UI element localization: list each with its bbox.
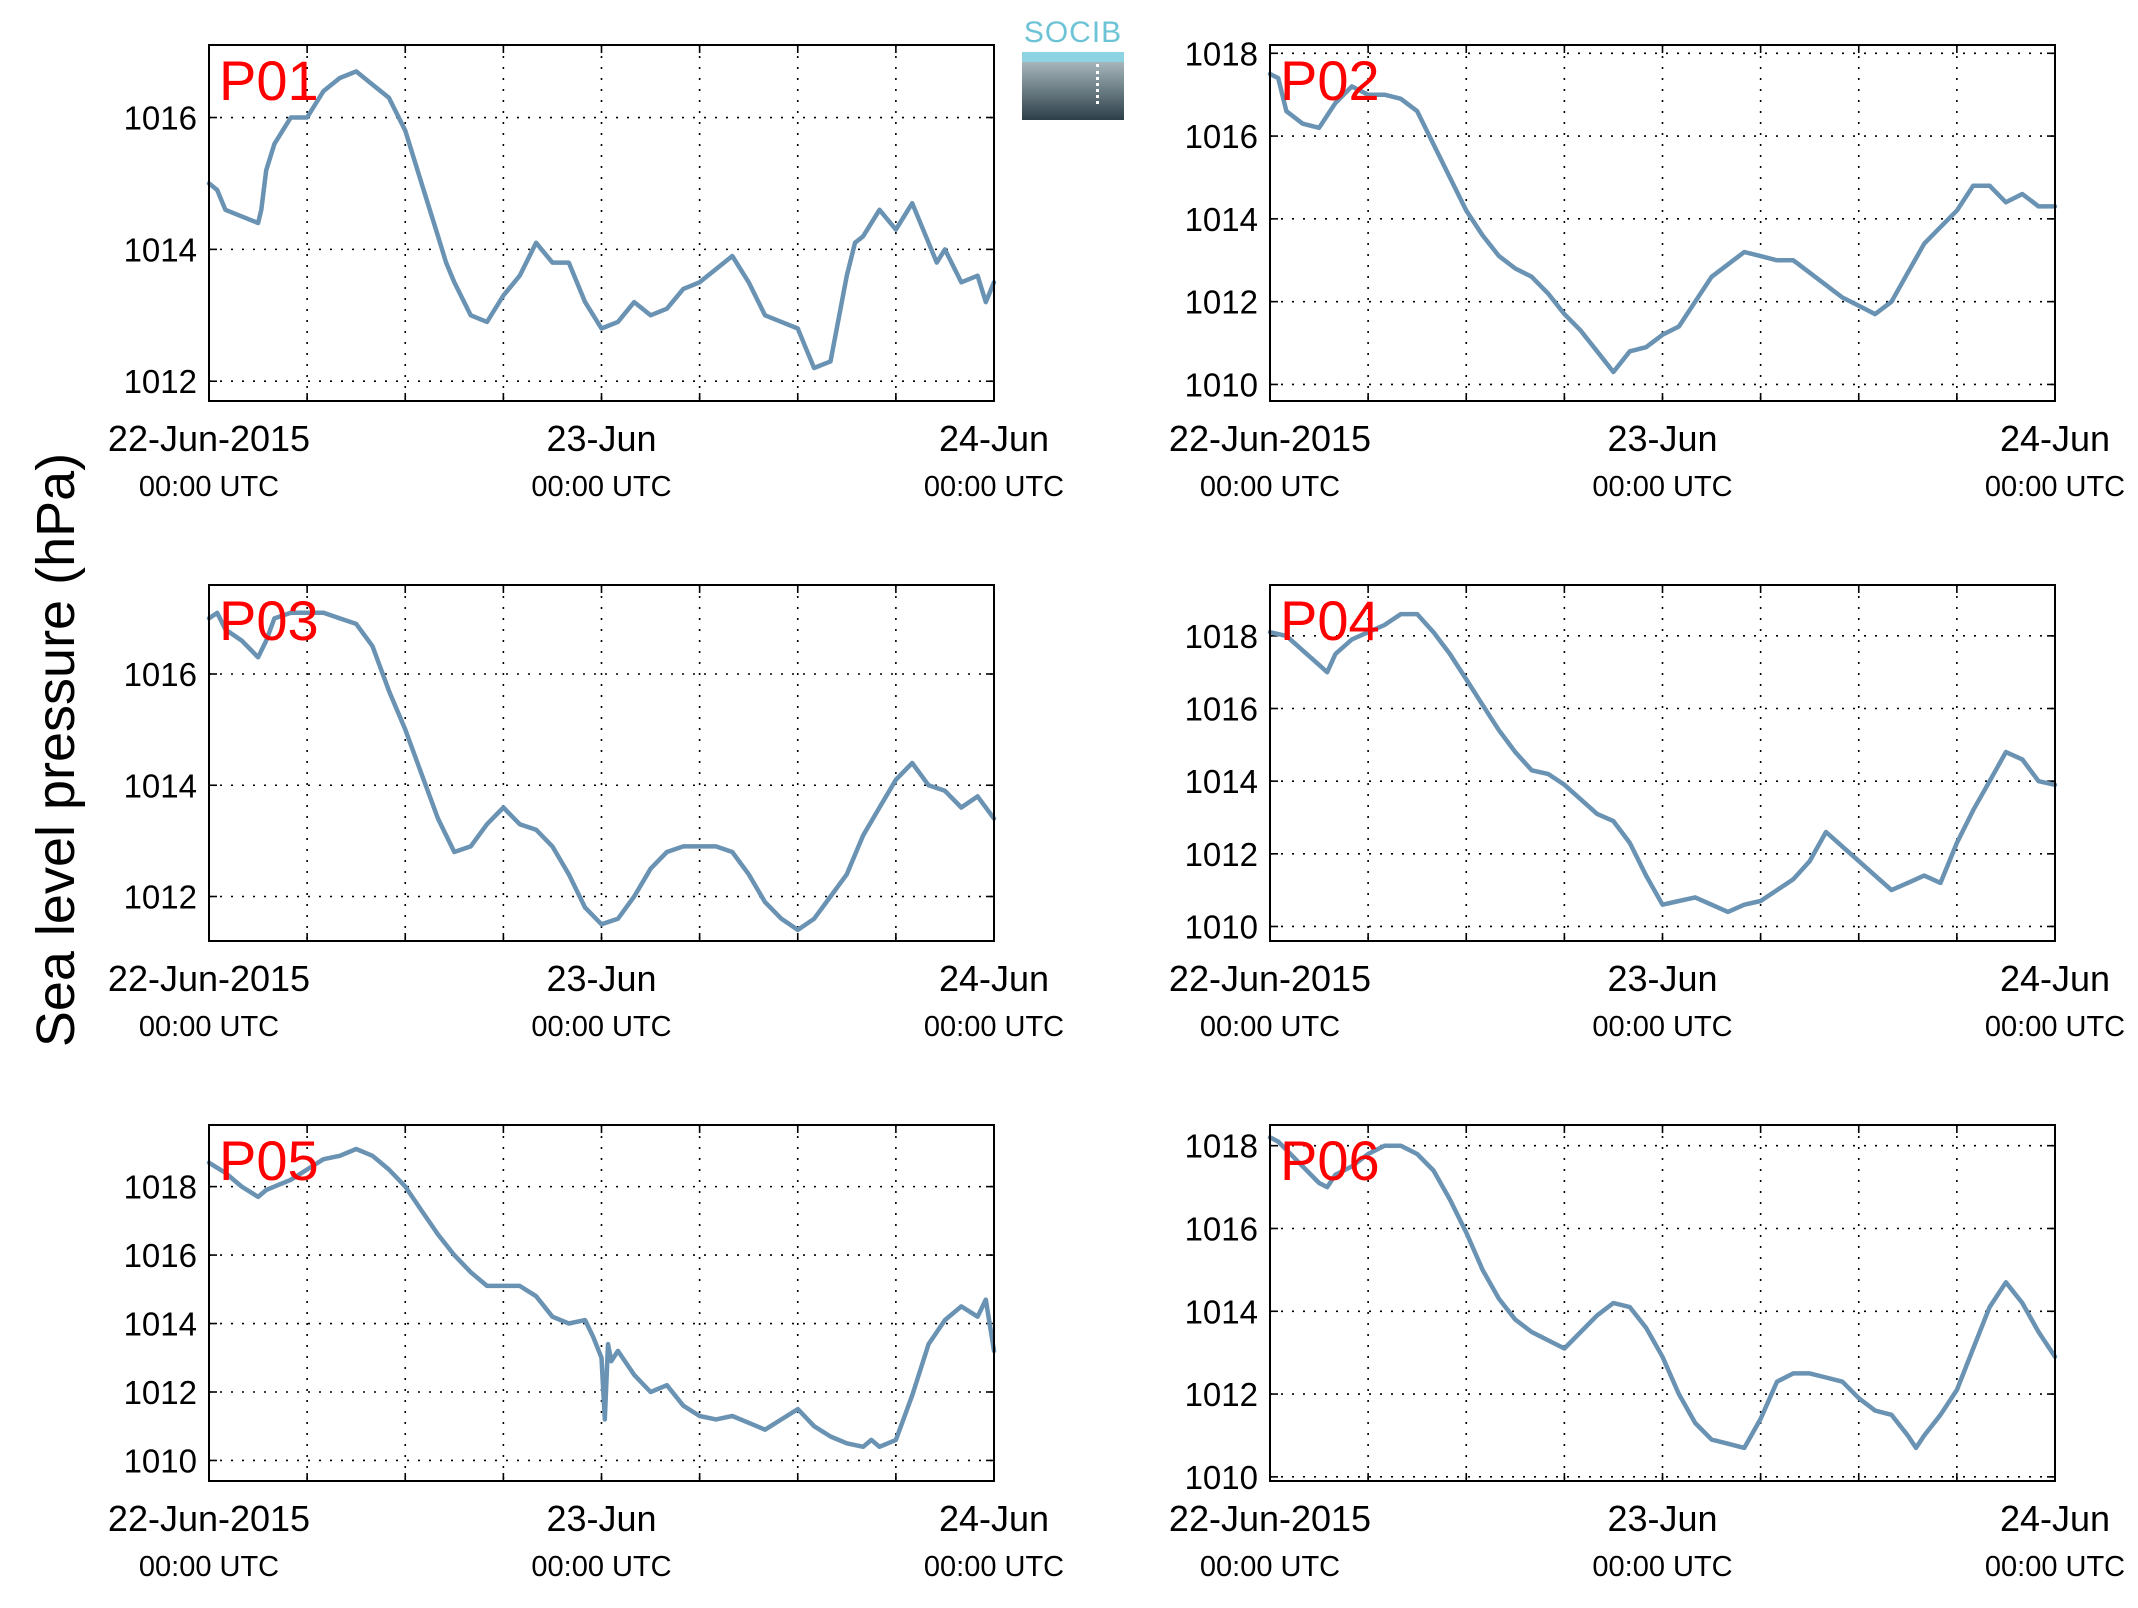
y-tick-label: 1010 bbox=[124, 1442, 197, 1479]
y-tick-label: 1010 bbox=[1185, 908, 1258, 945]
y-tick-label: 1014 bbox=[124, 767, 197, 804]
x-tick-label-date: 22-Jun-2015 bbox=[108, 958, 310, 999]
y-tick-label: 1014 bbox=[124, 231, 197, 268]
y-tick-label: 1018 bbox=[1185, 1128, 1258, 1165]
y-tick-label: 1014 bbox=[124, 1306, 197, 1343]
y-tick-label: 1012 bbox=[1185, 836, 1258, 873]
x-tick-label-date: 24-Jun bbox=[2000, 958, 2110, 999]
panel-p03: 1012 1014 1016 22-Jun-2015 00:00 UTC 23-Jun 00… bbox=[108, 584, 1064, 1043]
plot-frame bbox=[208, 1124, 995, 1482]
panel-title: P04 bbox=[1280, 589, 1380, 652]
y-tick-label: 1012 bbox=[124, 1374, 197, 1411]
x-tick-label-time: 00:00 UTC bbox=[1985, 1011, 2125, 1043]
x-tick-label-time: 00:00 UTC bbox=[139, 1011, 279, 1043]
plot-frame bbox=[1269, 44, 2056, 402]
x-tick-label-date: 24-Jun bbox=[939, 1498, 1049, 1539]
x-tick-label-time: 00:00 UTC bbox=[1200, 471, 1340, 503]
x-tick-label-time: 00:00 UTC bbox=[531, 471, 671, 503]
panel-p06: 1010 1012 1014 1016 1018 22-Jun-2015 00:00 UTC… bbox=[1169, 1124, 2125, 1583]
x-tick-label-time: 00:00 UTC bbox=[924, 1011, 1064, 1043]
x-tick-label-date: 22-Jun-2015 bbox=[1169, 1498, 1371, 1539]
panel-p02: 1010 1012 1014 1016 1018 22-Jun-2015 00:00 UTC… bbox=[1169, 35, 2125, 503]
series-line-p01 bbox=[206, 69, 997, 371]
logo-image bbox=[1022, 52, 1124, 120]
x-tick-label-time: 00:00 UTC bbox=[1985, 1551, 2125, 1583]
series-line-p04 bbox=[1267, 611, 2058, 915]
x-tick-label-time: 00:00 UTC bbox=[1592, 471, 1732, 503]
plot-frame bbox=[208, 584, 995, 942]
y-tick-label: 1016 bbox=[124, 1237, 197, 1274]
panel-title: P01 bbox=[219, 49, 319, 112]
y-axis-label: Sea level pressure (hPa) bbox=[26, 452, 86, 1048]
panel-p05: 1010 1012 1014 1016 1018 22-Jun-2015 00:00 UTC… bbox=[108, 1124, 1064, 1583]
plot-frame bbox=[1269, 1124, 2056, 1482]
y-tick-label: 1018 bbox=[1185, 618, 1258, 655]
x-tick-label-date: 23-Jun bbox=[1607, 958, 1717, 999]
panel-title: P03 bbox=[219, 589, 319, 652]
panel-title: P05 bbox=[219, 1129, 319, 1192]
x-tick-label-date: 22-Jun-2015 bbox=[108, 1498, 310, 1539]
series-line-p02 bbox=[1267, 71, 2058, 375]
series-line-p03 bbox=[206, 610, 997, 933]
x-tick-label-date: 24-Jun bbox=[939, 958, 1049, 999]
x-tick-label-time: 00:00 UTC bbox=[924, 1551, 1064, 1583]
y-tick-label: 1014 bbox=[1185, 1293, 1258, 1330]
x-tick-label-date: 23-Jun bbox=[546, 418, 656, 459]
y-tick-label: 1010 bbox=[1185, 1459, 1258, 1496]
x-tick-label-time: 00:00 UTC bbox=[1592, 1551, 1732, 1583]
panel-title: P06 bbox=[1280, 1129, 1380, 1192]
x-tick-label-date: 24-Jun bbox=[2000, 418, 2110, 459]
x-tick-label-time: 00:00 UTC bbox=[1592, 1011, 1732, 1043]
x-tick-label-date: 23-Jun bbox=[1607, 1498, 1717, 1539]
y-tick-label: 1016 bbox=[1185, 691, 1258, 728]
x-tick-label-time: 00:00 UTC bbox=[139, 1551, 279, 1583]
x-tick-label-time: 00:00 UTC bbox=[1200, 1011, 1340, 1043]
x-tick-label-time: 00:00 UTC bbox=[1985, 471, 2125, 503]
series-line-p06 bbox=[1267, 1135, 2058, 1451]
socib-logo: SOCIB bbox=[1022, 16, 1124, 120]
x-tick-label-time: 00:00 UTC bbox=[924, 471, 1064, 503]
x-tick-label-date: 22-Jun-2015 bbox=[108, 418, 310, 459]
y-tick-label: 1018 bbox=[124, 1169, 197, 1206]
y-tick-label: 1016 bbox=[124, 656, 197, 693]
y-tick-label: 1012 bbox=[124, 363, 197, 400]
logo-text: SOCIB bbox=[1023, 16, 1123, 49]
plot-frame bbox=[1269, 584, 2056, 942]
y-tick-label: 1014 bbox=[1185, 763, 1258, 800]
panel-title: P02 bbox=[1280, 49, 1380, 112]
logo-dots bbox=[1096, 64, 1102, 104]
y-tick-label: 1012 bbox=[1185, 284, 1258, 321]
y-tick-label: 1016 bbox=[124, 100, 197, 137]
x-tick-label-date: 22-Jun-2015 bbox=[1169, 418, 1371, 459]
x-tick-label-date: 23-Jun bbox=[546, 1498, 656, 1539]
y-tick-label: 1010 bbox=[1185, 366, 1258, 403]
series-line-p05 bbox=[206, 1146, 997, 1450]
y-tick-label: 1018 bbox=[1185, 35, 1258, 72]
x-tick-label-date: 22-Jun-2015 bbox=[1169, 958, 1371, 999]
x-tick-label-time: 00:00 UTC bbox=[531, 1011, 671, 1043]
x-tick-label-time: 00:00 UTC bbox=[1200, 1551, 1340, 1583]
panel-p04: 1010 1012 1014 1016 1018 22-Jun-2015 00:00 UTC… bbox=[1169, 584, 2125, 1043]
y-tick-label: 1012 bbox=[1185, 1376, 1258, 1413]
y-tick-label: 1014 bbox=[1185, 201, 1258, 238]
y-tick-label: 1016 bbox=[1185, 1210, 1258, 1247]
x-tick-label-date: 23-Jun bbox=[546, 958, 656, 999]
x-tick-label-date: 24-Jun bbox=[2000, 1498, 2110, 1539]
plot-frame bbox=[208, 44, 995, 402]
y-tick-label: 1012 bbox=[124, 879, 197, 916]
panel-p01: 1012 1014 1016 22-Jun-2015 00:00 UTC 23-Jun 00… bbox=[108, 44, 1064, 503]
x-tick-label-date: 24-Jun bbox=[939, 418, 1049, 459]
x-tick-label-time: 00:00 UTC bbox=[531, 1551, 671, 1583]
x-tick-label-time: 00:00 UTC bbox=[139, 471, 279, 503]
x-tick-label-date: 23-Jun bbox=[1607, 418, 1717, 459]
y-tick-label: 1016 bbox=[1185, 118, 1258, 155]
